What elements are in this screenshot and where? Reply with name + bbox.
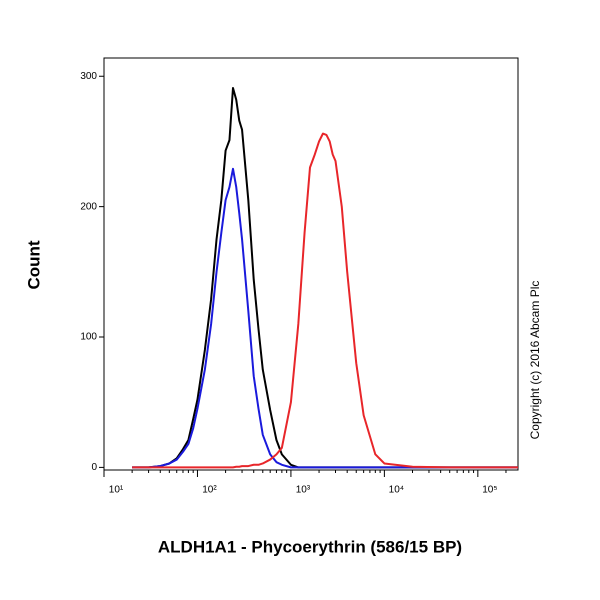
y-axis-title: Count: [24, 240, 43, 289]
x-tick-label: 10³: [296, 485, 311, 496]
y-tick-label: 100: [80, 332, 97, 343]
histogram-line: [132, 167, 518, 469]
x-tick-label: 10¹: [109, 485, 124, 496]
y-tick-label: 200: [80, 201, 97, 212]
plot-frame: [103, 57, 519, 471]
x-tick-label: 10²: [202, 485, 217, 496]
y-tick-label: 0: [91, 462, 97, 473]
x-tick-label: 10⁴: [389, 485, 404, 496]
x-axis-title: ALDH1A1 - Phycoerythrin (586/15 BP): [158, 537, 462, 556]
histogram-line: [132, 86, 518, 469]
histogram-line: [132, 132, 518, 469]
x-tick-label: 10⁵: [482, 485, 497, 496]
copyright: Copyright (c) 2016 Abcam Plc: [528, 281, 542, 440]
y-tick-label: 300: [80, 71, 97, 82]
